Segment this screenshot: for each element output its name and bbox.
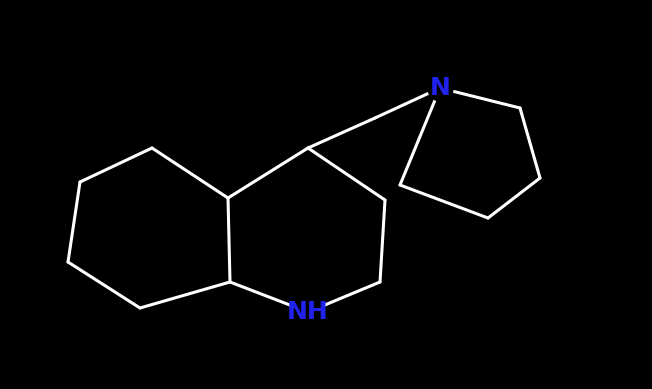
Text: NH: NH <box>287 300 329 324</box>
Text: N: N <box>430 76 451 100</box>
